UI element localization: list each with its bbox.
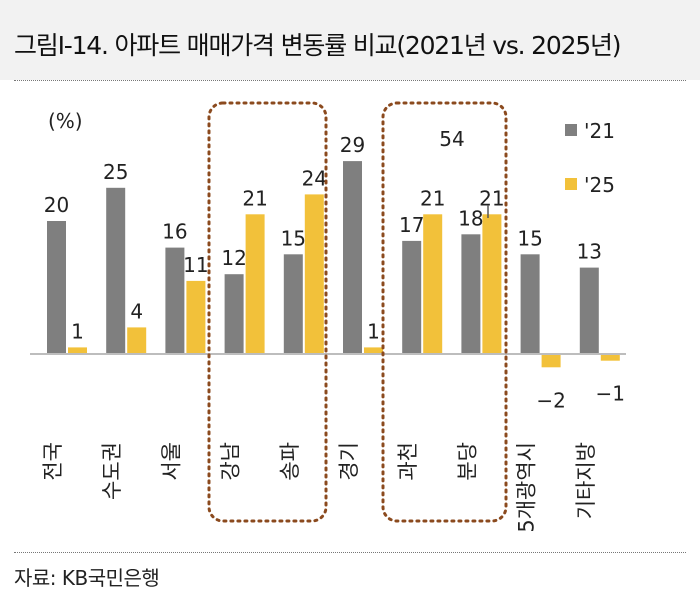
bar-전국-s1 bbox=[68, 347, 87, 355]
category-label-송파: 송파 bbox=[278, 442, 302, 481]
bar-서울-s1 bbox=[186, 280, 206, 355]
value-label-수도권-s1: 4 bbox=[130, 299, 143, 323]
source-note: 자료: KB국민은행 bbox=[14, 566, 160, 590]
value-label-강남-s0: 12 bbox=[221, 246, 246, 270]
value-label-강남-s1: 21 bbox=[242, 186, 267, 210]
bar-강남-s1 bbox=[245, 214, 265, 354]
value-label-과천-s0: 17 bbox=[399, 213, 424, 237]
highlight-box-gangnam-songpa bbox=[207, 101, 328, 523]
legend: '21 '25 bbox=[565, 119, 615, 197]
bar-분당-s1 bbox=[482, 214, 502, 354]
category-label-강남: 강남 bbox=[219, 442, 243, 481]
category-label-수도권: 수도권 bbox=[100, 442, 124, 500]
legend-label-21: '21 bbox=[584, 119, 615, 143]
bar-기타지방-s0 bbox=[579, 267, 599, 355]
value-label-서울-s1: 11 bbox=[183, 253, 208, 277]
bar-수도권-s1 bbox=[127, 327, 147, 354]
bars-layer bbox=[47, 161, 620, 368]
value-label-분당-s0: 18 bbox=[458, 206, 483, 230]
bar-송파-s0 bbox=[283, 254, 303, 355]
title-bar bbox=[0, 0, 700, 80]
value-label-경기-s0: 29 bbox=[340, 133, 365, 157]
category-label-과천: 과천 bbox=[396, 442, 420, 481]
bar-강남-s0 bbox=[224, 274, 244, 354]
y-unit-label: (%) bbox=[48, 109, 83, 133]
value-label-송파-s1: 24 bbox=[302, 166, 327, 190]
chart-title: 그림Ⅰ-14. 아파트 매매가격 변동률 비교(2021년 vs. 2025년) bbox=[14, 31, 622, 60]
annotation-label: 54 bbox=[439, 127, 464, 151]
bar-과천-s0 bbox=[402, 240, 422, 354]
value-label-서울-s0: 16 bbox=[162, 220, 187, 244]
legend-swatch-25 bbox=[565, 178, 577, 190]
value-label-5개광역시-s1: −2 bbox=[536, 388, 565, 412]
bar-수도권-s0 bbox=[106, 187, 126, 355]
source-divider bbox=[14, 552, 686, 553]
value-label-기타지방-s0: 13 bbox=[577, 240, 602, 264]
bar-경기-s0 bbox=[343, 161, 362, 354]
value-label-송파-s0: 15 bbox=[281, 226, 306, 250]
category-label-경기: 경기 bbox=[337, 442, 361, 481]
category-label-전국: 전국 bbox=[41, 442, 65, 481]
bar-5개광역시-s0 bbox=[520, 254, 540, 355]
category-labels-layer: 전국 수도권 서울 강남 송파 경기 과천 분당 5개광역시 기타지방 bbox=[41, 442, 598, 533]
category-label-기타지방: 기타지방 bbox=[574, 442, 598, 519]
value-label-기타지방-s1: −1 bbox=[596, 382, 625, 406]
legend-label-25: '25 bbox=[584, 173, 615, 197]
title-divider bbox=[14, 80, 686, 81]
value-label-분당-s1: 21 bbox=[479, 186, 504, 210]
value-label-전국-s0: 20 bbox=[44, 193, 69, 217]
bar-과천-s1 bbox=[423, 214, 443, 354]
category-label-5개광역시: 5개광역시 bbox=[515, 442, 539, 533]
value-label-과천-s1: 21 bbox=[420, 186, 445, 210]
highlight-box-gwacheon-bundang bbox=[381, 101, 508, 523]
category-label-서울: 서울 bbox=[159, 442, 183, 481]
value-label-5개광역시-s0: 15 bbox=[517, 226, 542, 250]
bar-기타지방-s1 bbox=[600, 354, 620, 361]
legend-swatch-21 bbox=[565, 124, 577, 136]
bar-전국-s0 bbox=[47, 221, 66, 354]
bar-5개광역시-s1 bbox=[541, 354, 561, 368]
value-label-전국-s1: 1 bbox=[71, 319, 84, 343]
category-label-분당: 분당 bbox=[455, 442, 479, 481]
bar-경기-s1 bbox=[364, 347, 383, 355]
bar-서울-s0 bbox=[165, 247, 185, 354]
value-label-수도권-s0: 25 bbox=[103, 160, 128, 184]
value-label-경기-s1: 1 bbox=[367, 319, 380, 343]
bar-송파-s1 bbox=[304, 194, 324, 354]
bar-분당-s0 bbox=[461, 234, 481, 354]
